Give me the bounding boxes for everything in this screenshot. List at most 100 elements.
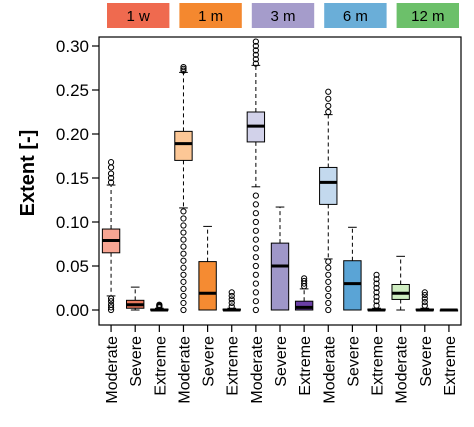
outlier-point — [421, 295, 428, 302]
y-tick-label: 0.30 — [56, 37, 89, 56]
box-1m-extreme — [222, 289, 241, 312]
outlier-point — [180, 278, 187, 285]
x-tick-label: Extreme — [225, 336, 242, 396]
x-tick-label: Extreme — [297, 336, 314, 396]
outlier-point — [373, 284, 380, 292]
outlier-point — [252, 298, 259, 305]
box-3m-extreme — [294, 275, 314, 311]
x-tick-label: Severe — [128, 336, 145, 387]
outlier-point — [421, 302, 428, 309]
outlier-point — [180, 299, 187, 307]
x-tick-label: Extreme — [152, 336, 169, 396]
group-tab — [179, 3, 242, 28]
box-body — [319, 166, 338, 205]
outlier-point — [180, 208, 187, 215]
group-tab — [396, 3, 459, 28]
outlier-point — [252, 51, 259, 58]
outlier-point — [301, 275, 308, 282]
outlier-point — [252, 227, 259, 234]
outlier-point — [107, 170, 115, 177]
group-tab-label: 6 m — [343, 8, 368, 25]
outlier-point — [252, 47, 259, 54]
outlier-point — [228, 296, 235, 303]
outlier-point — [252, 306, 259, 314]
outlier-point — [252, 192, 259, 199]
box-6m-moderate — [319, 88, 338, 314]
box-1m-severe — [198, 225, 217, 311]
outlier-point — [373, 302, 380, 309]
outlier-point — [228, 292, 235, 300]
outlier-point — [180, 64, 187, 71]
box-body — [343, 260, 362, 311]
outlier-point — [325, 88, 332, 95]
outlier-point — [107, 159, 115, 166]
x-tick-label: Severe — [201, 336, 218, 387]
outlier-point — [107, 164, 115, 171]
outlier-point — [107, 298, 115, 305]
outlier-point — [325, 278, 332, 285]
outlier-point — [252, 38, 259, 45]
x-tick-label: Moderate — [104, 336, 121, 404]
outlier-point — [180, 257, 187, 264]
box-12m-extreme — [439, 308, 459, 312]
outlier-point — [325, 264, 332, 271]
box-1w-moderate — [101, 159, 121, 314]
group-tab-label: 1 m — [198, 8, 223, 25]
x-tick-label: Extreme — [370, 336, 387, 396]
x-tick-label: Severe — [418, 336, 435, 387]
x-tick-label: Moderate — [249, 336, 266, 404]
box-1w-extreme — [150, 301, 169, 312]
outlier-point — [180, 222, 187, 229]
outlier-point — [180, 264, 187, 271]
outlier-point — [228, 289, 235, 296]
outlier-point — [325, 102, 332, 109]
outlier-point — [107, 174, 115, 182]
outlier-point — [180, 285, 187, 292]
outlier-point — [180, 271, 187, 278]
outlier-point — [325, 306, 332, 314]
y-tick-label: 0.15 — [56, 169, 89, 188]
group-tab-label: 3 m — [270, 8, 295, 25]
outlier-point — [180, 306, 187, 314]
outlier-point — [180, 243, 187, 250]
outlier-point — [252, 245, 259, 252]
outlier-point — [325, 299, 332, 307]
outlier-point — [180, 292, 187, 300]
outlier-point — [252, 271, 259, 278]
outlier-point — [252, 280, 259, 287]
boxes — [101, 38, 459, 314]
box-3m-severe — [270, 206, 290, 311]
x-tick-label: Severe — [345, 336, 362, 387]
outlier-point — [228, 303, 235, 310]
y-tick-label: 0.25 — [56, 81, 89, 100]
outlier-point — [252, 289, 259, 296]
outlier-point — [252, 236, 259, 243]
box-body — [294, 300, 314, 311]
box-body — [270, 242, 290, 311]
outlier-point — [107, 301, 115, 308]
group-tab — [324, 3, 387, 28]
group-tab-label: 1 w — [127, 8, 151, 25]
outlier-point — [252, 254, 259, 261]
outlier-point — [252, 262, 259, 270]
outlier-point — [252, 56, 259, 63]
y-tick-label: 0.00 — [56, 301, 89, 320]
box-6m-severe — [343, 226, 362, 311]
box-body — [174, 130, 193, 161]
outlier-point — [107, 179, 115, 186]
outlier-point — [180, 67, 187, 74]
y-axis: 0.00 0.05 0.10 0.15 0.20 0.25 0.30 — [56, 37, 99, 320]
outlier-point — [325, 285, 332, 292]
outlier-point — [373, 280, 380, 287]
outlier-point — [325, 258, 332, 265]
box-6m-extreme — [367, 271, 386, 312]
outlier-point — [252, 201, 259, 208]
outlier-point — [180, 229, 187, 236]
outlier-point — [252, 60, 259, 67]
outlier-point — [373, 289, 380, 296]
x-tick-label: Moderate — [321, 336, 338, 404]
group-tab — [107, 3, 170, 28]
box-12m-moderate — [391, 255, 410, 311]
outlier-point — [107, 295, 115, 302]
